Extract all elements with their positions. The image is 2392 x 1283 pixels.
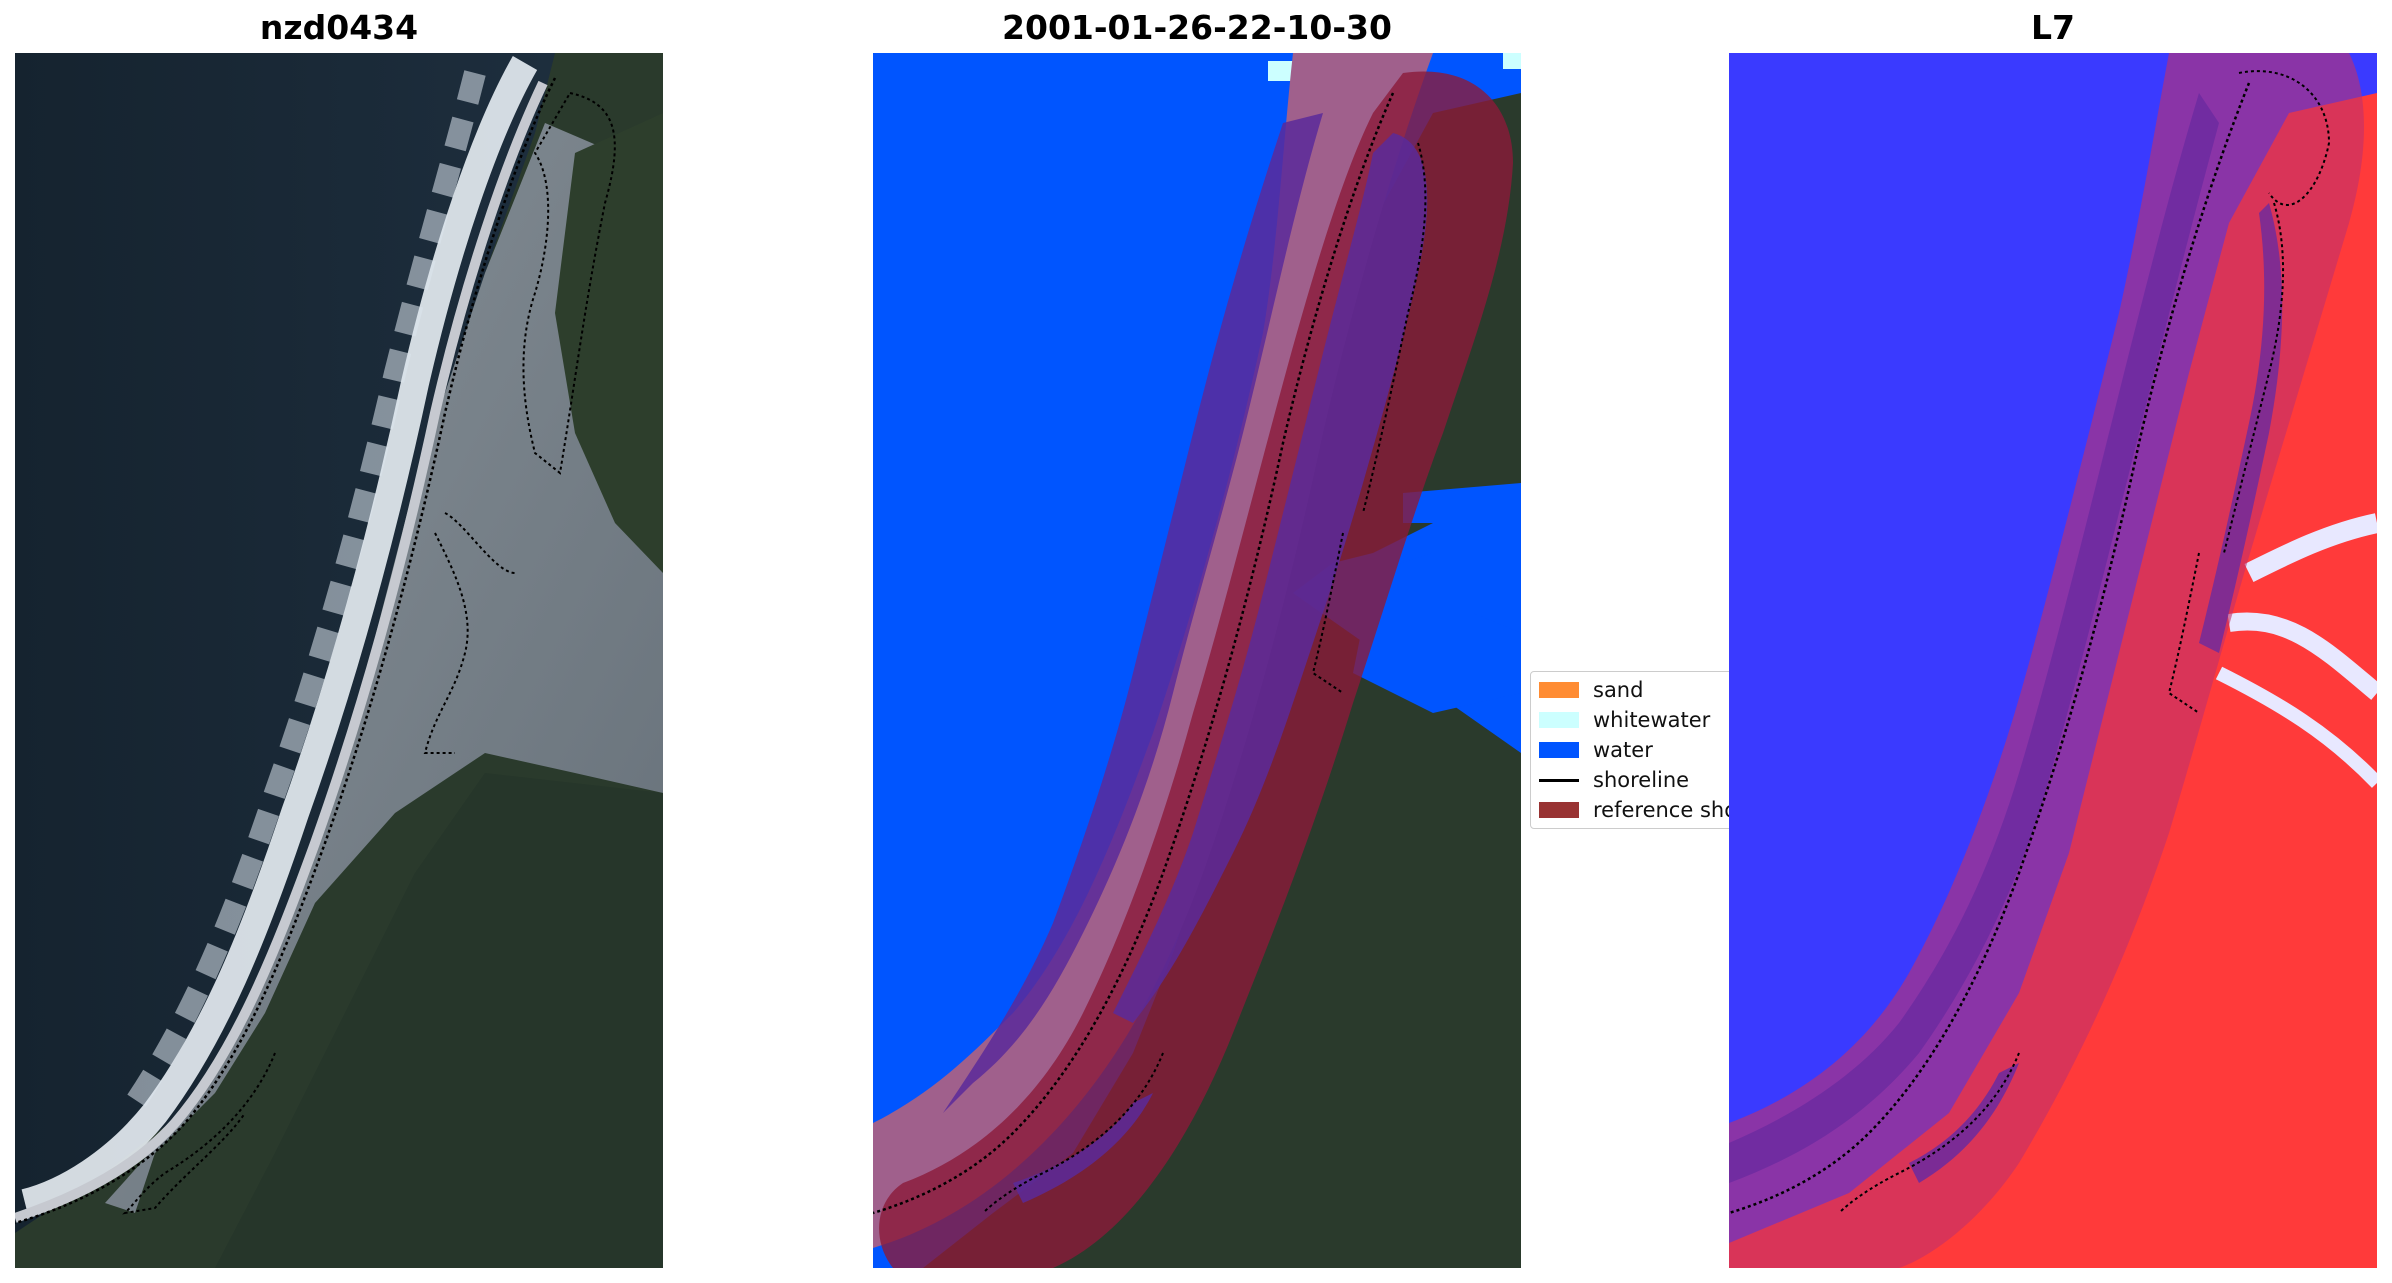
index-panel	[1729, 53, 2377, 1268]
legend: sand whitewater water shoreline referenc…	[1530, 671, 1734, 829]
legend-item-sand: sand	[1539, 678, 1643, 702]
classified-image	[873, 53, 1521, 1268]
legend-swatch-water	[1539, 742, 1579, 758]
legend-label-sand: sand	[1593, 678, 1644, 702]
legend-swatch-whitewater	[1539, 712, 1579, 728]
classification-panel	[873, 53, 1521, 1268]
legend-item-reference-shoreline: reference shoreline	[1539, 798, 1733, 822]
rgb-satellite-image	[15, 53, 663, 1268]
legend-item-water: water	[1539, 738, 1653, 762]
rgb-image-panel	[15, 53, 663, 1268]
panel-title-satellite: L7	[2031, 8, 2075, 47]
legend-label-water: water	[1593, 738, 1653, 762]
legend-swatch-reference-shoreline	[1539, 802, 1579, 818]
legend-line-shoreline	[1539, 778, 1579, 782]
water-index-image	[1729, 53, 2377, 1268]
legend-label-whitewater: whitewater	[1593, 708, 1711, 732]
legend-item-whitewater: whitewater	[1539, 708, 1710, 732]
legend-item-shoreline: shoreline	[1539, 768, 1689, 792]
legend-label-reference-shoreline: reference shoreline	[1593, 798, 1733, 822]
panel-title-rgb: nzd0434	[259, 8, 419, 47]
panel-title-classification: 2001-01-26-22-10-30	[1002, 8, 1392, 47]
legend-swatch-sand	[1539, 682, 1579, 698]
legend-label-shoreline: shoreline	[1593, 768, 1690, 792]
